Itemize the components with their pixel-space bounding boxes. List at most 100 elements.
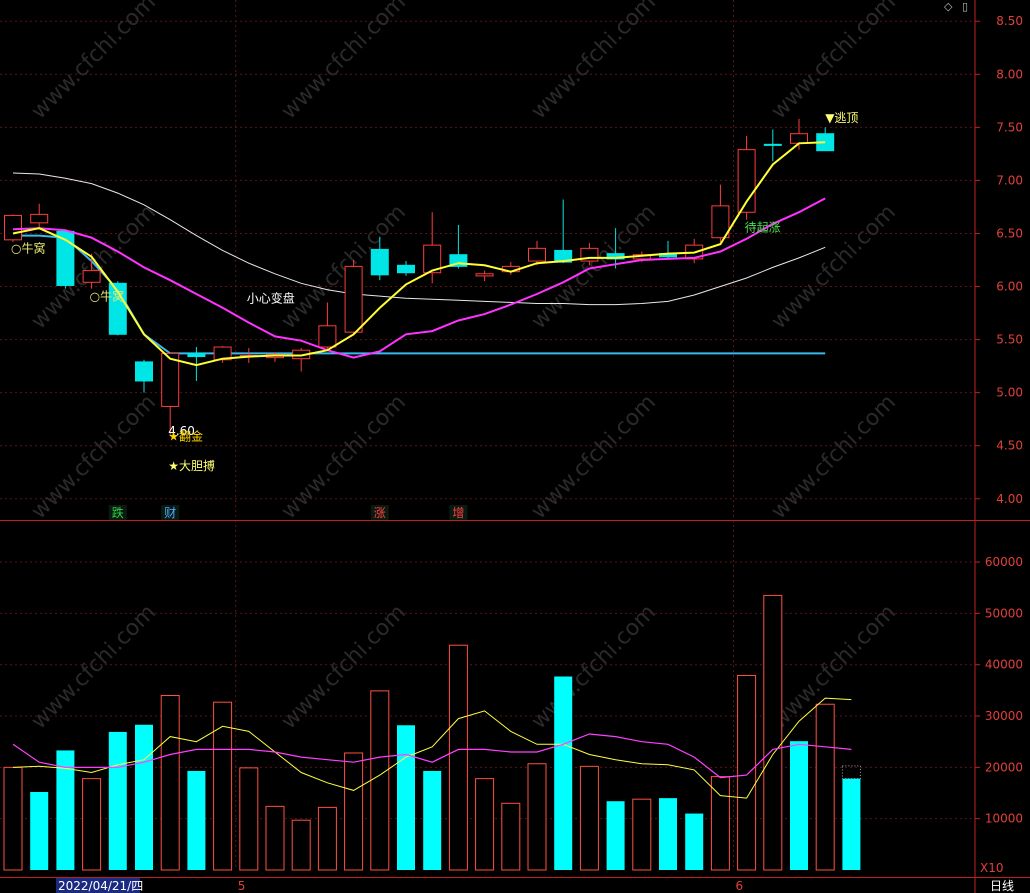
y-tick-label: 4.50 — [996, 439, 1023, 453]
candle — [370, 248, 389, 276]
candle — [56, 230, 75, 286]
annotation-label: 4.60 — [168, 424, 195, 438]
candle — [790, 133, 808, 144]
vol-ma-magenta-line — [12, 733, 852, 779]
x-date-label: 2022/04/21/四 — [58, 879, 143, 893]
y-tick-label: 5.00 — [996, 386, 1023, 400]
candle — [108, 282, 127, 335]
ma-magenta-line — [12, 197, 826, 359]
watermark-text: www.cfchi.com — [527, 600, 661, 734]
signal-marker-bg — [161, 505, 180, 520]
volume-chart — [3, 594, 861, 871]
panel-toggle-icon[interactable]: ▯ — [962, 0, 969, 13]
volume-bar — [763, 594, 783, 871]
volume-bar — [710, 776, 730, 871]
signal-marker-bg — [108, 505, 127, 520]
volume-bar — [239, 767, 259, 871]
candle — [318, 325, 337, 348]
signal-marker-bg — [449, 505, 468, 520]
volume-bar — [632, 798, 652, 871]
candle — [554, 249, 573, 263]
y-tick-label: 50000 — [985, 606, 1023, 620]
annotation-label: ○牛窝 — [90, 288, 124, 303]
candle — [135, 361, 153, 382]
y-tick-label: 7.00 — [996, 173, 1023, 187]
volume-bar — [291, 819, 311, 871]
watermark-text: www.cfchi.com — [277, 600, 411, 734]
y-tick-label: 20000 — [985, 760, 1023, 774]
ma-white-line — [12, 172, 826, 306]
candle — [528, 247, 546, 262]
watermark-text: www.cfchi.com — [767, 0, 901, 124]
signal-marker-bg — [370, 505, 389, 520]
y-tick-label: 6.50 — [996, 226, 1023, 240]
date-label-bg — [56, 878, 140, 893]
annotation-label: 小心变盘 — [247, 290, 295, 305]
candle — [763, 143, 782, 146]
volume-bar — [213, 701, 233, 871]
candle — [82, 270, 101, 283]
annotation-label: ○牛窝 — [11, 241, 45, 256]
x-tick-label: 6 — [736, 879, 744, 893]
volume-bar — [527, 763, 547, 871]
volume-bar — [370, 690, 390, 871]
volume-bar — [685, 813, 704, 870]
volume-bar — [30, 791, 49, 870]
watermark-text: www.cfchi.com — [277, 200, 411, 334]
watermark-text: www.cfchi.com — [27, 0, 161, 124]
volume-bar — [108, 731, 127, 870]
y-tick-label: 30000 — [985, 709, 1023, 723]
candle — [161, 352, 180, 407]
volume-bar — [842, 778, 861, 870]
price-chart: ○牛窝○牛窝 小心变盘4.60★翻金★大胆搏待起涨▼逃顶跌财涨增 — [4, 111, 858, 520]
volume-bar — [265, 805, 285, 871]
y-tick-label: 8.00 — [996, 67, 1023, 81]
signal-marker: 跌 — [112, 505, 124, 520]
volume-bar — [737, 674, 757, 871]
candle — [475, 273, 494, 277]
volume-bar — [187, 770, 206, 870]
signal-marker: 增 — [452, 506, 464, 520]
watermark-text: www.cfchi.com — [277, 0, 411, 124]
candle — [187, 352, 206, 358]
watermark-text: www.cfchi.com — [767, 390, 901, 524]
volume-bar — [317, 806, 337, 871]
volume-bar — [554, 676, 573, 870]
volume-bar — [56, 750, 75, 870]
volume-bar — [659, 798, 677, 870]
volume-bar — [790, 741, 808, 870]
signal-marker: 涨 — [374, 505, 386, 520]
diamond-icon[interactable]: ◇ — [944, 0, 953, 13]
watermark-text: www.cfchi.com — [27, 600, 161, 734]
y-tick-label: 8.50 — [996, 14, 1023, 28]
candle — [344, 265, 363, 333]
annotation-label: 待起涨 — [745, 219, 781, 234]
candle — [449, 254, 468, 267]
volume-bar — [815, 703, 835, 871]
volume-bar — [606, 801, 625, 870]
watermark-text: www.cfchi.com — [527, 390, 661, 524]
volume-bar — [397, 725, 415, 870]
watermark-text: www.cfchi.com — [527, 0, 661, 124]
candle — [30, 213, 49, 224]
volume-bar — [423, 770, 442, 870]
ma-yellow-line — [12, 141, 826, 367]
y-tick-label: 6.00 — [996, 280, 1023, 294]
volume-bar — [82, 778, 102, 871]
annotation-label: ▼逃顶 — [825, 111, 858, 125]
ma-cyan-line — [13, 234, 826, 355]
volume-bar — [448, 644, 468, 871]
volume-bar — [344, 752, 364, 871]
volume-bar — [160, 695, 180, 871]
volume-bar — [135, 724, 153, 870]
y-tick-label: 40000 — [985, 658, 1023, 672]
period-label: 日线 — [990, 879, 1014, 893]
watermark-text: www.cfchi.com — [767, 200, 901, 334]
volume-bar — [579, 765, 599, 871]
volume-unit-label: X10 — [980, 861, 1004, 875]
annotation-label: ★大胆搏 — [168, 459, 215, 473]
watermark-text: www.cfchi.com — [277, 390, 411, 524]
x-tick-label: 5 — [238, 879, 246, 893]
